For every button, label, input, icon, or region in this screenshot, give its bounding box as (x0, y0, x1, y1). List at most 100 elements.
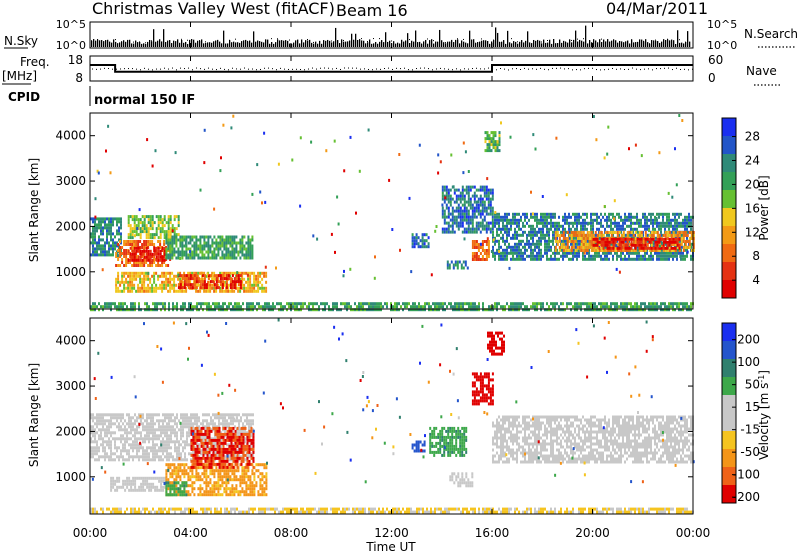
heatmap-cell (332, 302, 334, 306)
heatmap-cell (318, 308, 320, 312)
heatmap-cell (108, 431, 110, 435)
heatmap-cell (446, 266, 449, 270)
heatmap-cell (348, 305, 350, 309)
heatmap-cell (92, 217, 94, 221)
heatmap-cell (516, 212, 518, 216)
nave-dot (160, 68, 161, 70)
heatmap-cell (532, 230, 534, 234)
heatmap-cell (173, 250, 176, 254)
heatmap-cell (112, 458, 114, 462)
heatmap-cell (92, 226, 94, 230)
heatmap-cell (116, 232, 118, 236)
heatmap-cell (215, 247, 218, 251)
heatmap-cell (129, 224, 132, 228)
heatmap-cell (153, 274, 156, 278)
heatmap-cell (576, 254, 578, 258)
heatmap-cell (558, 305, 560, 309)
heatmap-cell (251, 271, 254, 275)
heatmap-cell (485, 212, 488, 216)
heatmap-cell (680, 308, 682, 312)
heatmap-cell (658, 246, 661, 250)
heatmap-cell (221, 280, 224, 284)
heatmap-cell (237, 253, 240, 257)
noise-search-dot (463, 38, 464, 40)
heatmap-cell (94, 422, 96, 426)
heatmap-cell (112, 437, 114, 441)
heatmap-cell (421, 242, 424, 246)
heatmap-cell (526, 215, 528, 219)
heatmap-cell (463, 194, 466, 198)
heatmap-cell (564, 242, 566, 246)
noise-sky-bar (631, 39, 633, 47)
heatmap-cell (288, 305, 290, 309)
heatmap-cell (314, 308, 316, 312)
heatmap-cell (131, 286, 134, 290)
heatmap-cell (686, 218, 688, 222)
noise-sky-bar (149, 39, 151, 47)
heatmap-cell (504, 254, 506, 258)
heatmap-cell (197, 271, 200, 275)
heatmap-cell (656, 221, 658, 225)
heatmap-cell (540, 254, 542, 258)
heatmap-cell (576, 257, 578, 261)
colorbar-swatch (722, 172, 736, 191)
nave-dot (512, 68, 513, 70)
heatmap-cell (608, 246, 611, 250)
heatmap-cell (574, 236, 576, 240)
noise-search-dot (523, 42, 524, 44)
heatmap-cell (177, 253, 180, 257)
heatmap-cell (120, 220, 122, 224)
heatmap-cell (471, 212, 474, 216)
heatmap-cell (92, 308, 94, 312)
heatmap-cell (670, 305, 672, 309)
heatmap-cell (552, 212, 554, 216)
heatmap-cell (594, 249, 597, 252)
noise-sky-bar (533, 39, 535, 47)
noise-sky-bar (441, 40, 443, 47)
heatmap-cell (219, 277, 222, 281)
heatmap-cell (488, 137, 491, 141)
heatmap-cell (286, 308, 288, 312)
heatmap-cell (510, 245, 512, 249)
heatmap-cell (530, 236, 532, 240)
heatmap-cell (534, 242, 536, 246)
heatmap-cell (205, 289, 208, 293)
heatmap-cell (461, 212, 464, 216)
heatmap-cell (167, 215, 170, 219)
heatmap-cell (576, 302, 578, 306)
heatmap-cell (624, 308, 626, 312)
heatmap-cell (479, 185, 482, 189)
heatmap-cell (634, 221, 636, 225)
heatmap-cell (133, 258, 136, 262)
heatmap-cell (444, 308, 446, 312)
noise-search-dot (625, 43, 626, 45)
noise-left-tick-top: 10^5 (56, 18, 86, 31)
heatmap-cell (550, 215, 552, 219)
noise-search-dot (685, 41, 686, 43)
heatmap-cell (622, 243, 625, 246)
heatmap-cell (558, 240, 561, 243)
heatmap-cell (532, 254, 534, 258)
heatmap-cell (656, 212, 658, 216)
heatmap-cell (209, 286, 212, 290)
heatmap-cell (195, 271, 198, 275)
heatmap-cell (185, 247, 188, 251)
heatmap-cell (129, 274, 132, 278)
heatmap-cell (373, 276, 376, 280)
heatmap-cell (542, 218, 544, 222)
heatmap-cell (524, 308, 526, 312)
heatmap-cell (570, 257, 572, 261)
heatmap-cell (467, 224, 470, 228)
heatmap-cell (149, 277, 152, 281)
heatmap-cell (508, 230, 510, 234)
heatmap-cell (257, 289, 260, 293)
heatmap-cell (490, 131, 493, 135)
heatmap-cell (191, 256, 194, 260)
heatmap-cell (171, 271, 174, 275)
heatmap-cell (372, 305, 374, 309)
heatmap-cell (532, 233, 534, 237)
heatmap-cell (570, 308, 572, 312)
heatmap-cell (646, 221, 648, 225)
heatmap-cell (360, 308, 362, 312)
heatmap-cell (608, 231, 611, 234)
